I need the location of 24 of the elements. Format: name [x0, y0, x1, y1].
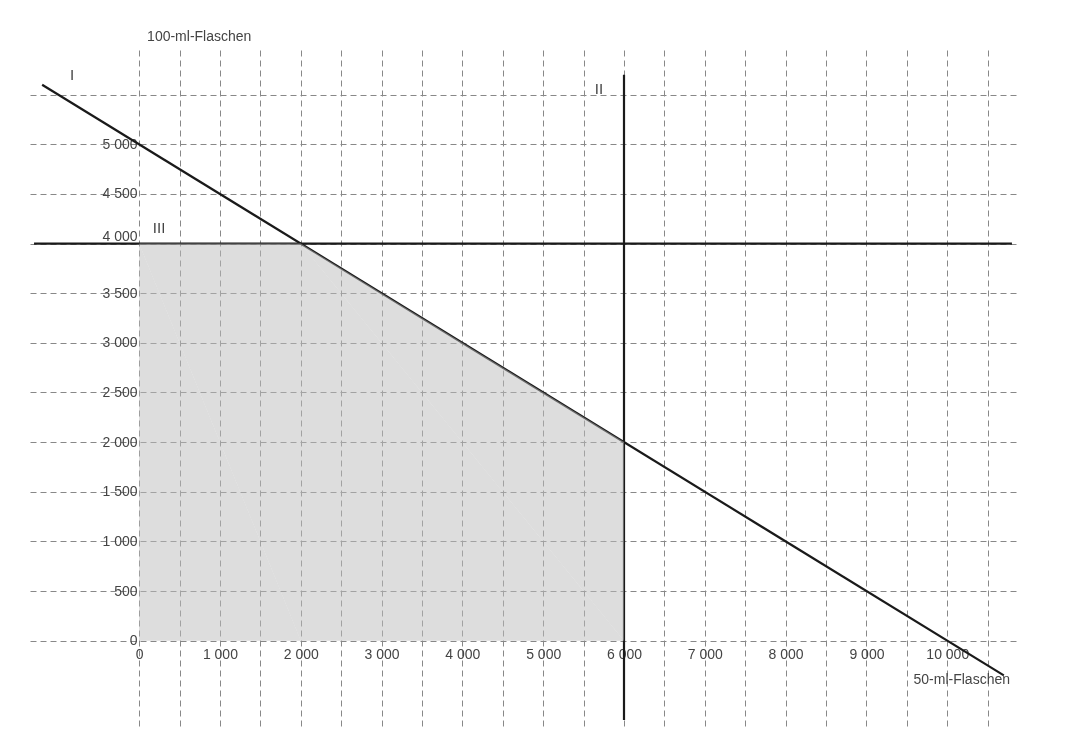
x-tick-label: 2 000	[283, 646, 319, 663]
y-tick-label: 5 000	[102, 135, 138, 152]
x-tick-label: 1 000	[202, 646, 239, 663]
x-axis-title: 50-ml-Flaschen	[913, 670, 1010, 687]
y-tick-label: 4 500	[102, 185, 138, 202]
y-tick-label: 4 000	[102, 228, 138, 245]
annotation: II	[594, 79, 604, 97]
x-tick-label: 7 000	[687, 646, 724, 663]
x-tick-label: 8 000	[768, 646, 804, 663]
annotation: III	[152, 218, 166, 236]
x-tick-label: 4 000	[445, 646, 481, 663]
y-tick-label: 2 500	[102, 383, 138, 400]
y-tick-label: 1 500	[102, 483, 138, 500]
y-axis-title: 100-ml-Flaschen	[147, 28, 252, 44]
annotation: I	[70, 65, 75, 83]
x-tick-label: 9 000	[849, 646, 885, 663]
y-tick-label: 500	[114, 582, 138, 599]
x-tick-label: 5 000	[526, 646, 562, 663]
x-tick-label: 3 000	[364, 646, 400, 663]
y-tick-label: 3 500	[102, 284, 138, 301]
y-tick-label: 3 000	[102, 334, 138, 351]
y-tick-label: 2 000	[102, 433, 138, 450]
y-tick-label: 1 000	[102, 532, 138, 549]
x-tick-label: 10 000	[926, 646, 970, 663]
